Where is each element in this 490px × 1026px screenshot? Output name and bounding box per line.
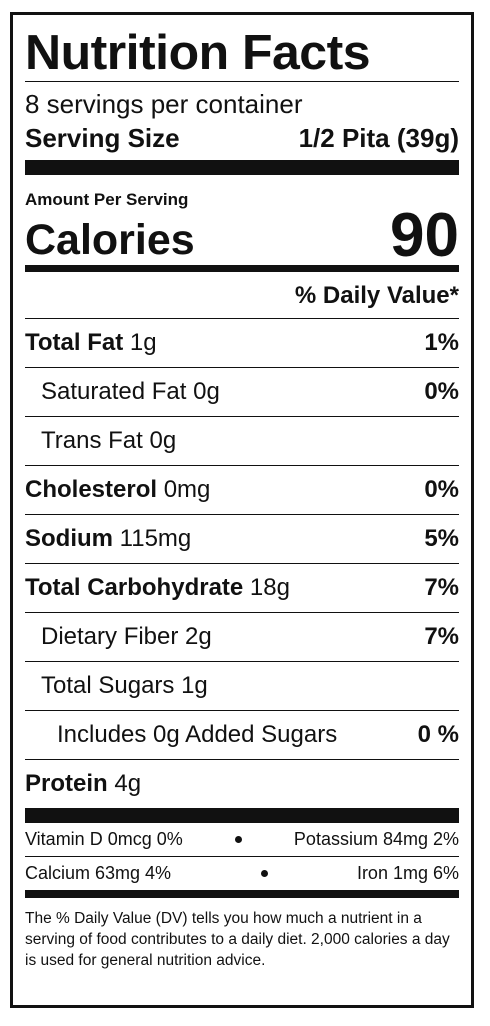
servings: 8 servings per container [25,89,303,119]
nutrient-amount: 115mg [119,525,192,552]
daily-value: 1% [424,329,459,356]
vitamin-rows: Vitamin D 0mcg 0% Potassium 84mg 2% Calciu… [25,823,459,890]
footnote: The % Daily Value (DV) tells you how muc… [25,910,450,969]
vitamin: Iron 1mg 6% [356,863,459,883]
nutrient-row: Protein 4g [25,759,459,808]
nutrient-name: Sodium [25,525,113,552]
title: Nutrition Facts [25,26,371,80]
daily-value: 0% [424,476,459,503]
nutrient: Protein 4g [25,770,141,798]
nutrient-row: Sodium 115mg 5% [25,514,459,563]
serving-size-label: Serving Size [25,123,180,153]
nutrient-row: Dietary Fiber 2g 7% [25,612,459,661]
nutrient-rows: Total Fat 1g 1% Saturated Fat 0g 0% Trans Fa… [25,318,459,808]
vitamin-row: Calcium 63mg 4% Iron 1mg 6% [25,856,459,890]
amount-per-serving: Amount Per Serving [25,190,189,209]
nutrient: Total Sugars 1g [25,672,208,700]
vitamin-row: Vitamin D 0mcg 0% Potassium 84mg 2% [25,823,459,856]
thick-bar [25,808,459,823]
daily-value-header: % Daily Value* [294,282,459,309]
nutrient: Includes 0g Added Sugars [25,721,337,749]
nutrient-amount: 1g [181,672,208,699]
nutrient-name: Trans Fat [41,427,143,454]
nutrient-name: Saturated Fat [41,378,187,405]
nutrient: Cholesterol 0mg [25,476,210,504]
calories: Calories 90 [25,201,459,270]
nutrient-amount: 0mg [163,476,211,503]
serving-size: Serving Size 1/2 Pita (39g) [25,120,459,160]
medium-bar [25,265,459,272]
daily-value: 0 % [417,721,459,748]
daily-value: 7% [424,574,459,601]
medium-bar [25,890,459,898]
nutrition-label: Nutrition Facts 8 servings per container… [10,12,474,1008]
vitamin: Vitamin D 0mcg 0% [25,829,183,849]
nutrient-row: Total Sugars 1g [25,661,459,710]
nutrient-name: Includes 0g Added Sugars [57,721,338,748]
serving-size-value: 1/2 Pita (39g) [298,123,459,153]
nutrient-amount: 0g [193,378,220,405]
nutrient-name: Cholesterol [25,476,158,503]
nutrient: Saturated Fat 0g [25,378,220,406]
nutrient-name: Total Sugars [41,672,175,699]
vitamin: Calcium 63mg 4% [25,863,172,883]
nutrient-row: Trans Fat 0g [25,416,459,465]
nutrient-name: Dietary Fiber [41,623,179,650]
nutrient: Total Carbohydrate 18g [25,574,290,602]
daily-value: 7% [424,623,459,650]
nutrient-amount: 18g [249,574,290,601]
nutrient-amount: 0g [149,427,177,454]
nutrient-row: Cholesterol 0mg 0% [25,465,459,514]
nutrient: Dietary Fiber 2g [25,623,212,651]
nutrient-amount: 1g [129,329,157,356]
bullet [234,836,242,843]
nutrient: Total Fat 1g [25,329,157,357]
nutrient-row: Includes 0g Added Sugars 0 % [25,710,459,759]
daily-value: 0% [424,378,459,405]
nutrient-row: Saturated Fat 0g 0% [25,367,459,416]
calories-label: Calories [25,216,195,264]
nutrient: Trans Fat 0g [25,427,176,455]
nutrient-amount: 2g [185,623,212,650]
thick-bar [25,160,459,175]
daily-value: 5% [424,525,459,552]
nutrient-amount: 4g [114,770,142,797]
calories-value: 90 [390,201,459,270]
nutrient-name: Protein [25,770,108,797]
vitamin: Potassium 84mg 2% [293,829,459,849]
nutrient-row: Total Carbohydrate 18g 7% [25,563,459,612]
nutrient-name: Total Fat [25,329,124,356]
bullet [260,870,268,877]
nutrient-name: Total Carbohydrate [25,574,244,601]
nutrient-row: Total Fat 1g 1% [25,318,459,367]
rule [25,81,459,82]
nutrient: Sodium 115mg [25,525,191,553]
